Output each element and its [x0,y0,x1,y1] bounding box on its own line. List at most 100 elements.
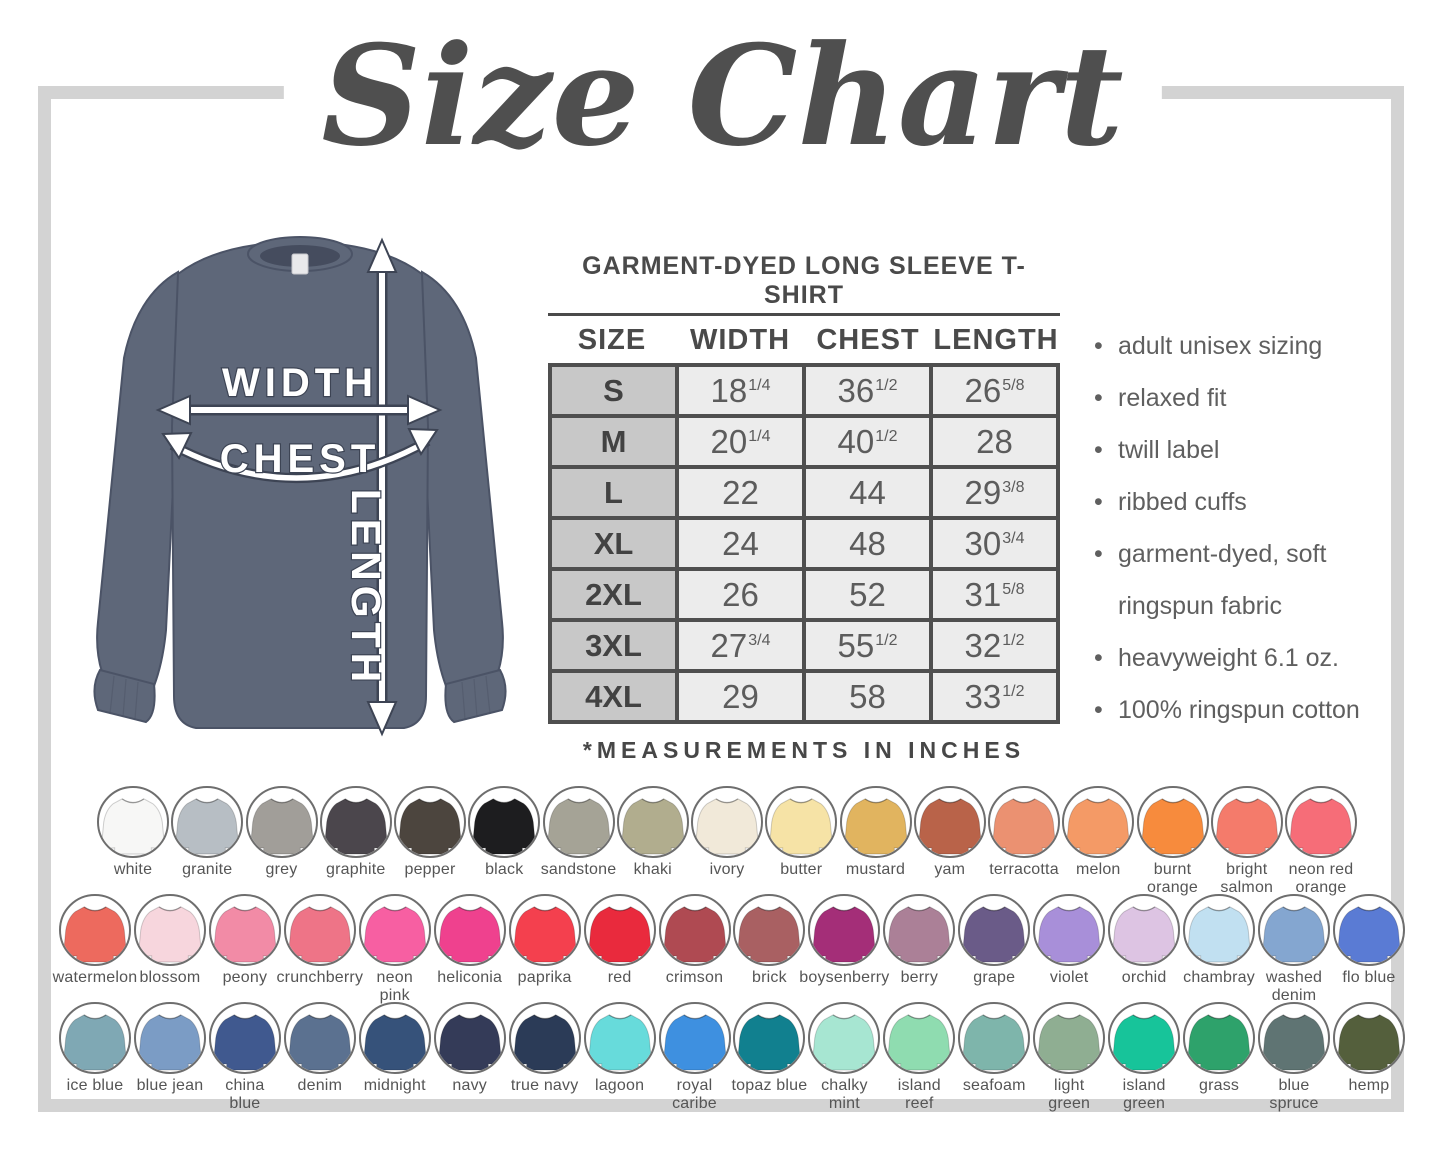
swatch-circle [808,894,881,966]
color-swatch-hemp: hemp [1332,1002,1406,1112]
tee-icon [812,906,877,963]
table-title: GARMENT-DYED LONG SLEEVE T-SHIRT [548,252,1060,316]
swatch-circle [358,1002,431,1074]
length-arrow-label: LENGTH [343,489,389,688]
size-table-section: GARMENT-DYED LONG SLEEVE T-SHIRT SIZE WI… [548,252,1060,764]
swatch-label: heliconia [437,969,503,986]
swatch-label: white [113,861,153,878]
swatch-label: butter [780,861,823,878]
swatch-label: brick [752,969,787,986]
swatch-label: orchid [1121,969,1167,986]
swatch-circle [883,894,956,966]
swatch-label: violet [1049,969,1089,986]
tee-icon [512,1014,577,1071]
swatch-label: boysenberry [799,969,890,986]
bullet-icon: • [1094,436,1103,464]
color-swatch-paprika: paprika [508,894,582,1004]
tee-icon [1112,1014,1176,1071]
tee-icon [992,798,1056,855]
tee-icon [1262,906,1326,963]
color-swatch-denim: denim [283,1002,357,1112]
color-swatch-sandstone: sandstone [540,786,617,896]
swatch-label: melon [1075,861,1121,878]
swatch-circle [1183,894,1256,966]
tee-icon [512,906,577,963]
measurement-cell: 24 [675,516,806,571]
color-swatch-pepper: pepper [393,786,467,896]
measurements-footnote: *MEASUREMENTS IN INCHES [582,737,1026,763]
color-swatch-ivory: ivory [690,786,764,896]
width-arrow-label: WIDTH [222,361,378,405]
chest-arrowhead-left [161,431,193,461]
measurement-cell: 28 [929,414,1060,469]
swatch-label: grey [265,861,298,878]
measurement-cell: 273/4 [675,618,806,673]
swatch-label: island reef [897,1077,941,1112]
color-swatch-burnt-orange: burnt orange [1136,786,1210,896]
swatch-circle [808,1002,881,1074]
measurement-cell: 331/2 [929,669,1060,724]
size-row: XL 24 48 303/4 [548,516,1060,571]
swatch-circle [1258,894,1330,966]
color-swatch-seafoam: seafoam [957,1002,1031,1112]
swatch-label: topaz blue [731,1077,808,1094]
swatch-circle [1332,894,1405,966]
tee-icon [1140,798,1205,855]
measurement-cell: 321/2 [929,618,1060,673]
measurement-cell: 44 [802,465,933,520]
color-swatch-navy: navy [433,1002,507,1112]
col-header-width: WIDTH [689,324,791,356]
color-swatch-row-2: watermelon blossom peony crunchberry neon pi… [53,894,1406,1004]
color-swatch-granite: granite [170,786,244,896]
length-arrowhead-top [366,237,398,273]
color-swatch-crunchberry: crunchberry [276,894,363,1004]
tee-icon [288,906,352,963]
feature-item: • adult unisex sizing [1094,320,1424,372]
swatch-circle [988,786,1060,858]
color-swatch-light-green: light green [1032,1002,1106,1112]
swatch-label: blossom [139,969,201,986]
swatch-circle [542,786,615,858]
swatch-circle [839,786,912,858]
swatch-circle [691,786,763,858]
swatch-circle [913,786,986,858]
feature-text: garment-dyed, soft ringspun fabric [1118,540,1327,620]
swatch-circle [1108,894,1181,966]
swatch-label: navy [452,1077,487,1094]
swatch-circle [658,894,731,966]
color-swatch-boysenberry: boysenberry [799,894,889,1004]
tee-icon [662,906,727,963]
swatch-label: burnt orange [1146,861,1199,896]
swatch-label: blue spruce [1269,1077,1319,1112]
tee-icon [887,906,952,963]
tee-icon [63,1014,127,1071]
swatch-circle [133,1002,206,1074]
color-swatch-neon-red-orange: neon red orange [1284,786,1358,896]
tee-icon [1187,1014,1251,1071]
feature-item: • twill label [1094,424,1424,476]
tee-icon [1187,906,1251,963]
swatch-label: khaki [633,861,672,878]
color-swatch-island-reef: island reef [882,1002,956,1112]
swatch-circle [394,786,466,858]
measurement-cell: 58 [802,669,933,724]
swatch-label: ice blue [66,1077,124,1094]
swatch-label: sandstone [540,861,617,878]
color-swatch-grass: grass [1182,1002,1256,1112]
swatch-label: seafoam [962,1077,1026,1094]
swatch-label: yam [934,861,966,878]
chest-arrowhead-right [407,427,439,457]
measurement-cell: 22 [675,465,806,520]
swatch-circle [733,1002,806,1074]
swatch-circle [468,786,541,858]
color-swatch-melon: melon [1061,786,1135,896]
color-swatch-flo-blue: flo blue [1332,894,1406,1004]
swatch-label: black [485,861,524,878]
swatch-circle [883,1002,956,1074]
swatch-circle [733,894,806,966]
tee-icon [843,798,908,855]
size-label-cell: M [548,414,679,469]
measurement-cell: 265/8 [929,363,1060,418]
col-header-size: SIZE [577,324,647,356]
tee-icon [546,798,611,855]
